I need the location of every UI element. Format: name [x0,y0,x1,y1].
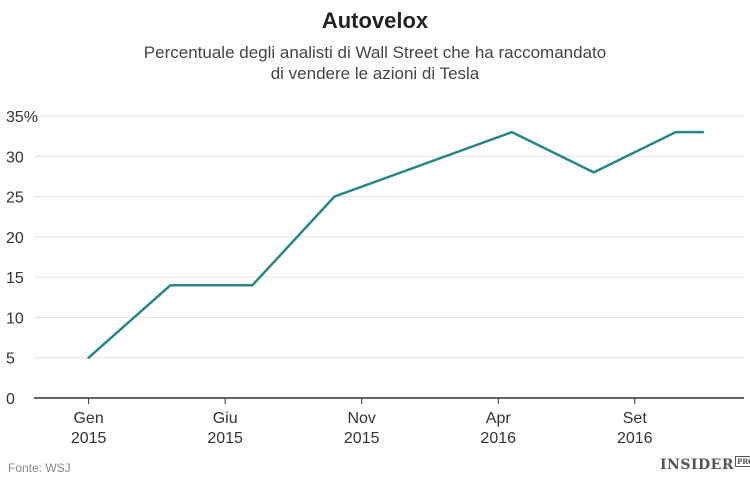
series-line-0 [87,130,705,359]
x-tick-label-3-year: 2016 [480,430,516,447]
x-tick-label-2-month: Nov [347,410,375,427]
y-tick-label-6: 30 [6,149,24,166]
x-tick-label-4-month: Set [623,410,648,427]
x-tick-label-2-year: 2015 [344,430,380,447]
series-layer [87,130,705,359]
brand-logo-sub: PRO [734,456,750,467]
x-axis-ticks: Gen 2015 Giu 2015 Nov 2015 Apr 2016 Set 2016 [71,398,653,447]
y-tick-label-0: 0 [6,391,15,408]
y-tick-label-3: 15 [6,270,24,287]
brand-logo-text: INSIDER [660,457,734,473]
chart-subtitle-line-1: Percentuale degli analisti di Wall Stree… [143,43,607,62]
x-tick-label-1-month: Giu [213,410,238,427]
chart-title: Autovelox [321,8,429,33]
chart-subtitle-line-2: di vendere le azioni di Tesla [270,64,480,83]
y-axis-tick-labels: 0 5 10 15 20 25 30 35% [6,109,38,408]
x-tick-label-4-year: 2016 [617,430,653,447]
source-note: Fonte: WSJ [8,461,71,475]
x-tick-label-3-month: Apr [486,410,512,427]
y-tick-label-4: 20 [6,230,24,247]
gridlines [34,115,744,359]
y-tick-label-1: 5 [6,351,15,368]
x-tick-label-0-year: 2015 [71,430,107,447]
brand-logo: INSIDERPRO [660,456,750,473]
chart-subtitle: Percentuale degli analisti di Wall Stree… [60,42,690,84]
x-tick-label-1-year: 2015 [207,430,243,447]
y-tick-label-7: 35% [6,109,38,126]
y-tick-label-2: 10 [6,310,24,327]
x-tick-label-0-month: Gen [73,410,103,427]
y-tick-label-5: 25 [6,190,24,207]
